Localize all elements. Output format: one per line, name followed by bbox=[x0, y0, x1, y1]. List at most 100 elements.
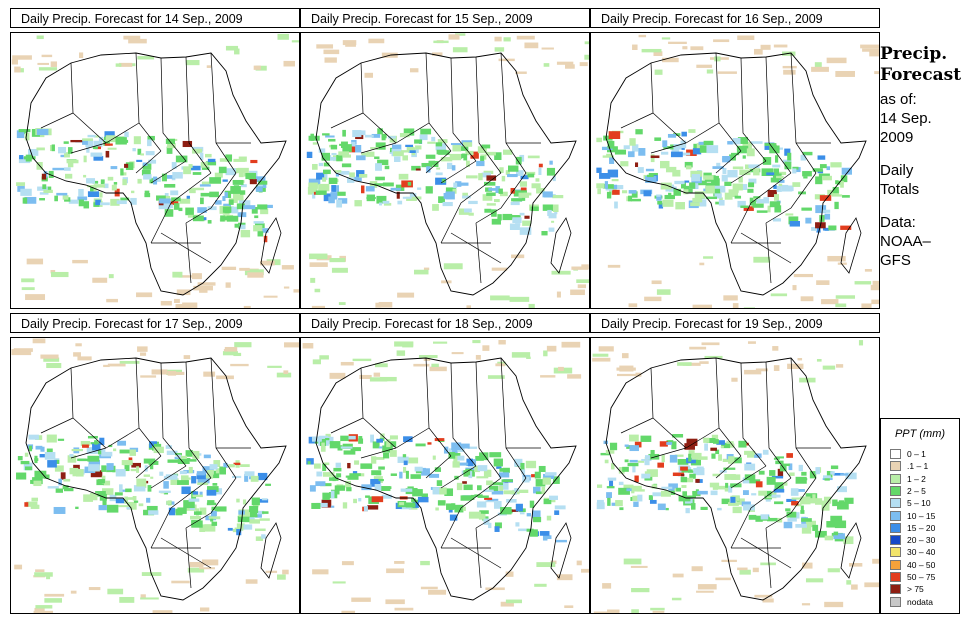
precip-cell bbox=[774, 482, 784, 490]
precip-cell bbox=[334, 170, 342, 173]
drizzle-cell bbox=[119, 360, 140, 364]
precip-cell bbox=[446, 503, 454, 510]
precip-cell bbox=[376, 438, 383, 443]
country-border bbox=[425, 52, 452, 152]
drizzle-cell bbox=[821, 299, 839, 305]
precip-cell bbox=[823, 496, 832, 504]
precip-cell bbox=[747, 188, 754, 193]
precip-cell bbox=[714, 193, 722, 199]
drizzle-cell bbox=[870, 284, 879, 291]
precip-cell bbox=[146, 497, 151, 503]
drizzle-cell bbox=[816, 358, 822, 362]
precip-cell bbox=[815, 205, 827, 214]
precip-cell bbox=[399, 150, 410, 153]
coastline bbox=[605, 357, 867, 601]
precip-cell bbox=[631, 490, 635, 494]
precip-cell bbox=[197, 478, 210, 484]
drizzle-cell bbox=[498, 340, 506, 345]
drizzle-cell bbox=[255, 65, 267, 71]
precip-cell bbox=[502, 149, 513, 155]
drizzle-cell bbox=[592, 357, 611, 362]
precip-cell bbox=[649, 499, 657, 504]
precip-cell bbox=[140, 153, 145, 156]
precip-cell bbox=[837, 486, 847, 493]
legend-label: nodata bbox=[907, 596, 933, 607]
precip-cell bbox=[190, 165, 201, 171]
precip-cell bbox=[244, 474, 249, 482]
precip-cell bbox=[436, 167, 441, 170]
precip-cell bbox=[309, 485, 316, 492]
drizzle-cell bbox=[118, 62, 133, 67]
precip-cell bbox=[474, 465, 480, 473]
precip-cell bbox=[453, 454, 458, 463]
drizzle-cell bbox=[201, 559, 219, 566]
precip-cell bbox=[374, 457, 385, 460]
precip-cell bbox=[86, 146, 90, 153]
drizzle-cell bbox=[579, 62, 588, 67]
precip-cell bbox=[452, 145, 462, 152]
madagascar-outline bbox=[260, 217, 282, 274]
drizzle-cell bbox=[92, 277, 108, 283]
precip-cell bbox=[60, 154, 67, 158]
precip-cell bbox=[718, 454, 722, 461]
precip-cell bbox=[255, 176, 266, 182]
precip-cell bbox=[732, 506, 742, 514]
precip-cell bbox=[51, 144, 55, 152]
precip-cell bbox=[542, 477, 551, 485]
precip-cell bbox=[399, 471, 403, 479]
precip-cell bbox=[718, 199, 725, 206]
precip-cell bbox=[716, 440, 725, 445]
precip-cell bbox=[366, 151, 375, 157]
precip-cell bbox=[470, 494, 475, 500]
precip-cell bbox=[812, 494, 816, 501]
drizzle-cell bbox=[631, 588, 650, 593]
drizzle-cell bbox=[193, 285, 213, 291]
drizzle-cell bbox=[773, 365, 780, 371]
precip-cell bbox=[256, 498, 269, 503]
precip-cell bbox=[489, 452, 502, 458]
precip-cell bbox=[650, 155, 660, 159]
precip-cell bbox=[417, 496, 429, 503]
precip-cell bbox=[53, 506, 66, 514]
precip-cell bbox=[188, 466, 193, 474]
precip-cell bbox=[435, 143, 447, 151]
precip-cell bbox=[606, 184, 614, 189]
drizzle-cell bbox=[772, 346, 779, 351]
drizzle-cell bbox=[581, 568, 589, 573]
country-border bbox=[40, 112, 74, 129]
precip-cell bbox=[35, 445, 43, 450]
precip-cell bbox=[396, 191, 400, 199]
drizzle-cell bbox=[324, 57, 337, 63]
precip-cell bbox=[250, 159, 258, 164]
precip-cell bbox=[127, 501, 137, 510]
precip-cell bbox=[178, 207, 183, 212]
precip-cell bbox=[102, 499, 107, 507]
country-border bbox=[70, 142, 107, 154]
precip-cell bbox=[244, 471, 255, 477]
precip-cell bbox=[335, 173, 340, 177]
precip-cell bbox=[112, 469, 116, 473]
precip-cell bbox=[257, 204, 268, 210]
precip-map-6 bbox=[590, 337, 880, 614]
precip-cell bbox=[767, 517, 778, 522]
precip-cell bbox=[177, 480, 189, 485]
precip-cell bbox=[361, 484, 372, 491]
precip-cell bbox=[47, 486, 59, 489]
drizzle-cell bbox=[448, 34, 460, 40]
precip-cell bbox=[467, 446, 478, 449]
precip-cell bbox=[541, 231, 548, 236]
precip-cell bbox=[539, 531, 550, 536]
precip-cell bbox=[16, 472, 27, 480]
precip-cell bbox=[335, 462, 341, 468]
precip-cell bbox=[107, 147, 117, 150]
precip-cell bbox=[830, 162, 842, 168]
precip-cell bbox=[133, 136, 141, 145]
precip-cell bbox=[685, 165, 692, 170]
precip-cell bbox=[657, 200, 663, 205]
drizzle-cell bbox=[443, 263, 463, 270]
precip-cell bbox=[648, 495, 653, 500]
legend-swatch bbox=[890, 559, 901, 570]
precip-cell bbox=[308, 182, 318, 189]
precip-cell bbox=[197, 207, 207, 213]
precip-cell bbox=[370, 434, 374, 443]
